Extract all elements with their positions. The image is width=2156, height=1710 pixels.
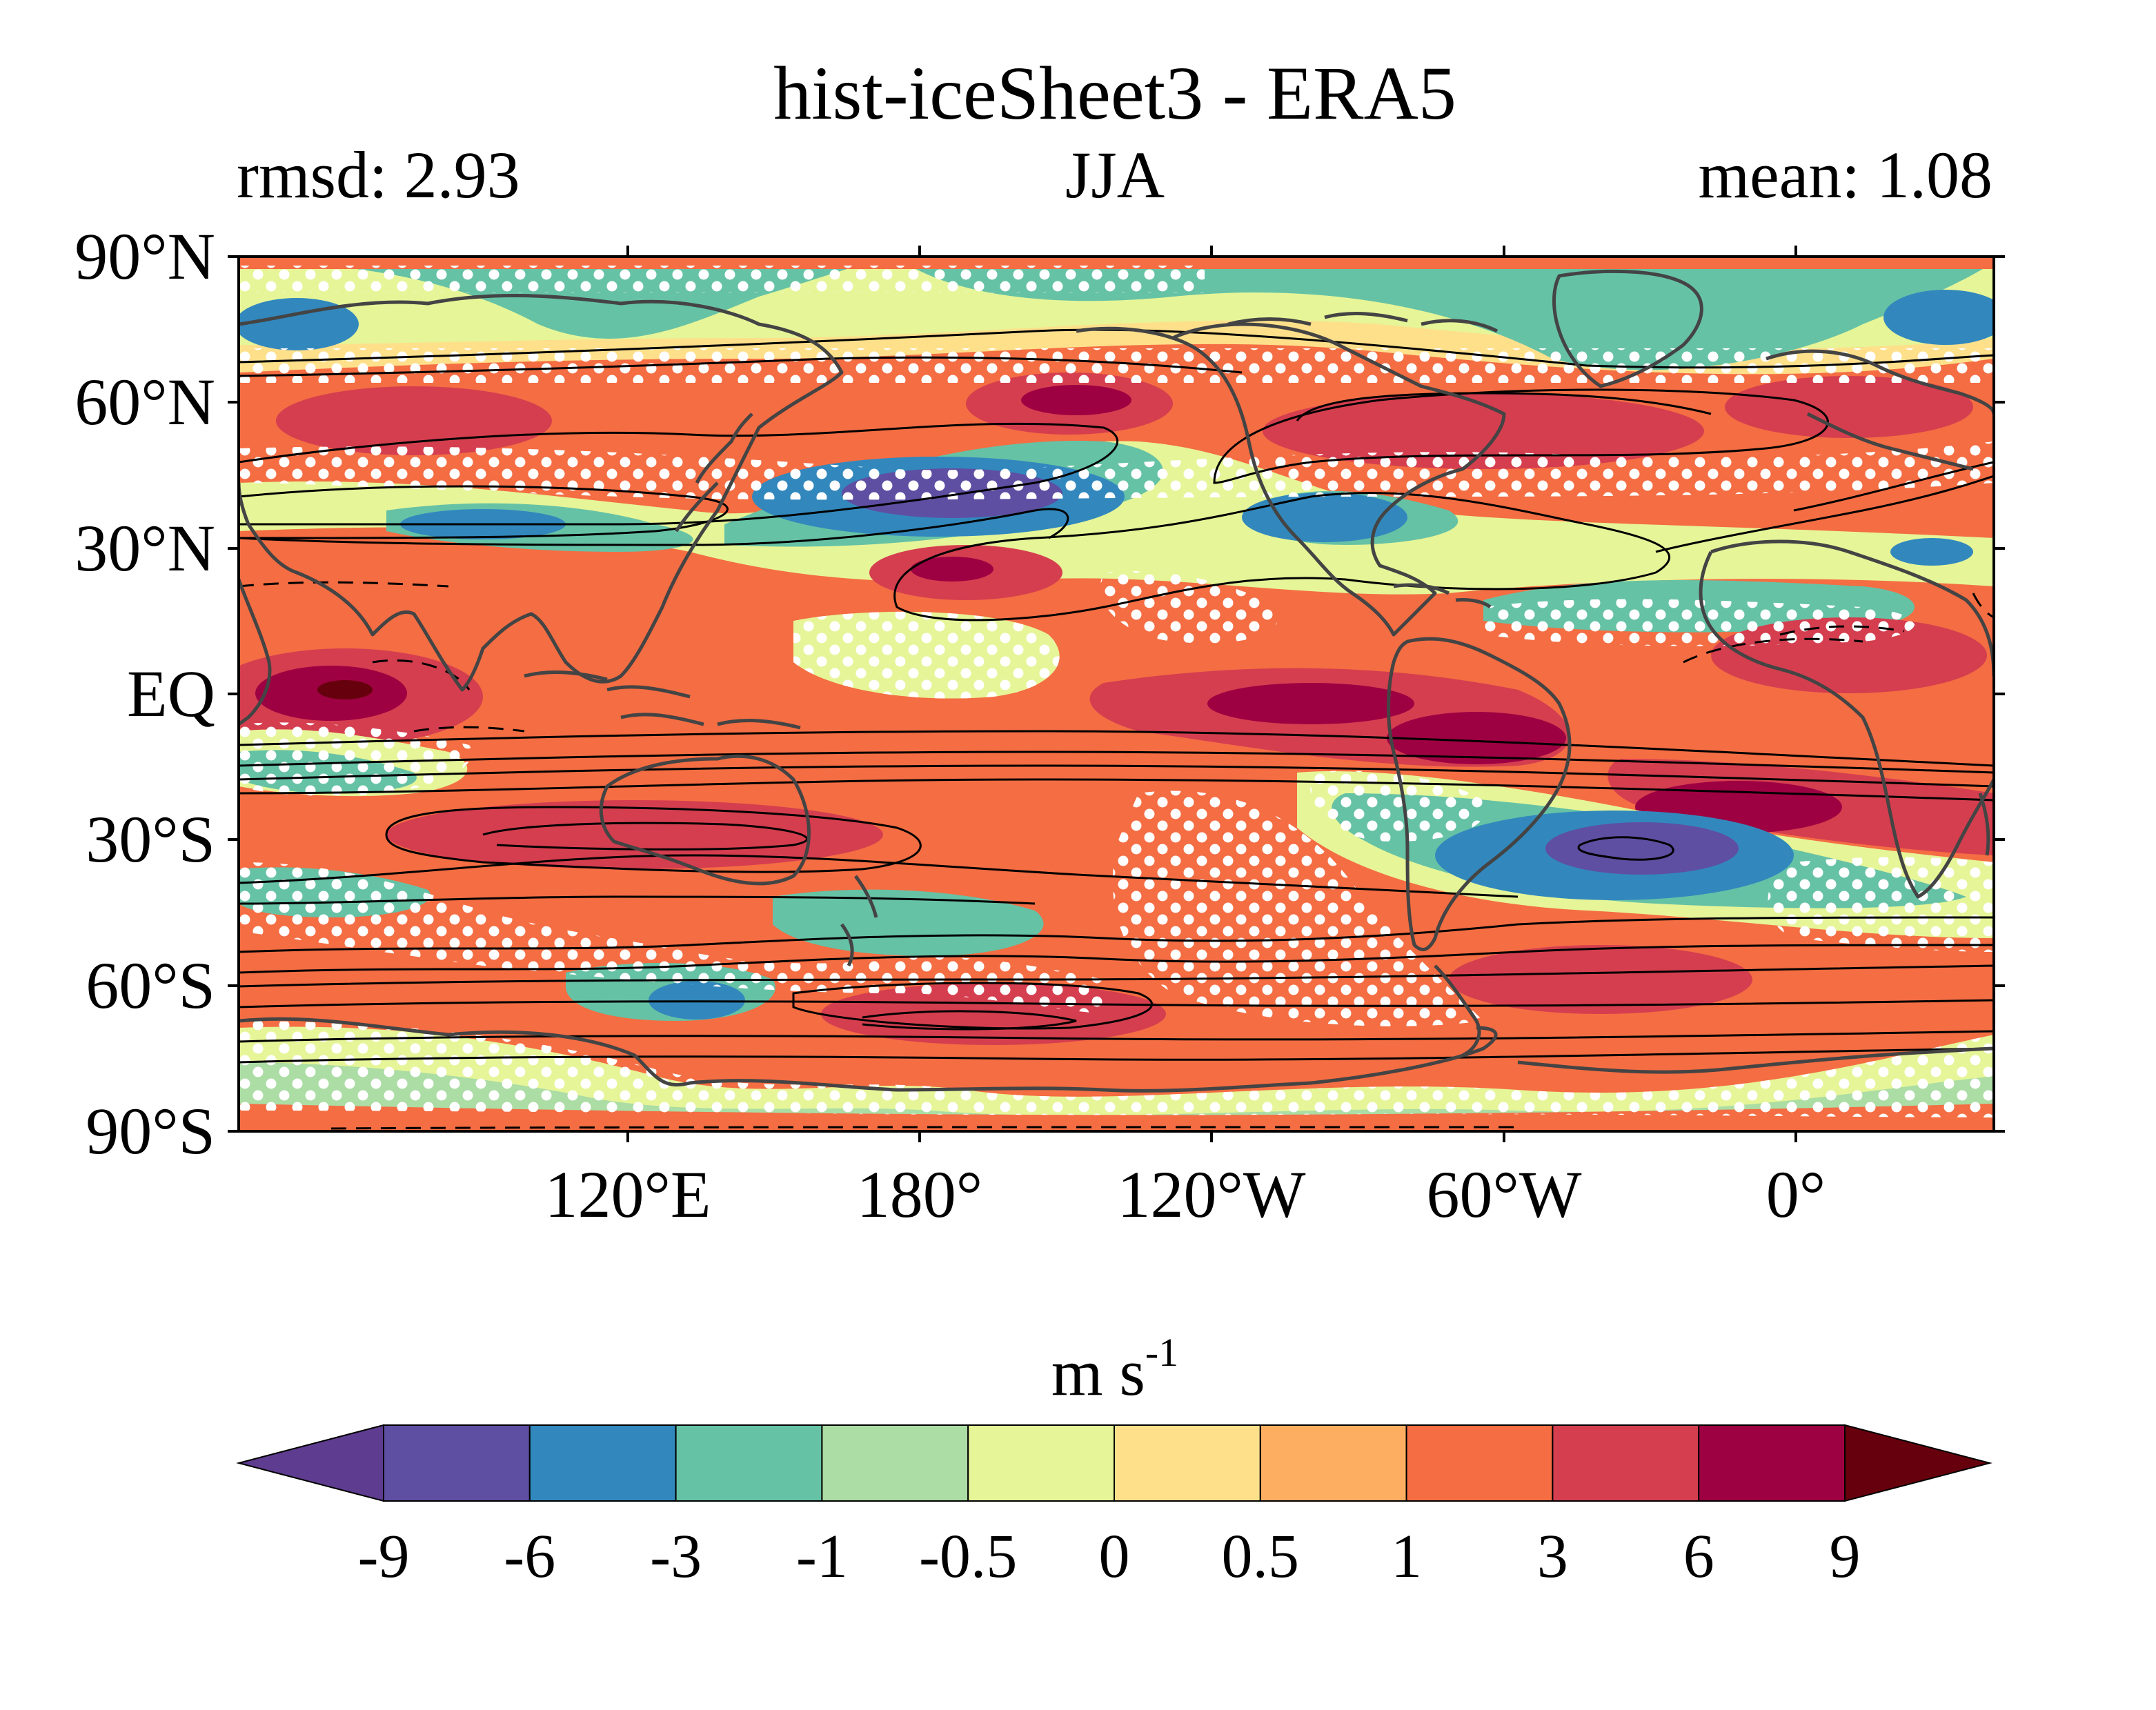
colorbar-tick-label: -6 — [504, 1522, 555, 1591]
colorbar-segment — [1260, 1425, 1407, 1501]
colorbar-tick-label: 0.5 — [1222, 1522, 1300, 1591]
lat-label-eq: EQ — [127, 657, 215, 730]
colorbar-tick-label: -3 — [650, 1522, 702, 1591]
colorbar-tick-labels: -9 -6 -3 -1 -0.5 0 0.5 1 3 6 9 — [358, 1522, 1861, 1591]
lon-label-180: 180° — [857, 1157, 982, 1231]
field-nh-red-4 — [1725, 376, 1973, 438]
rmsd-label: rmsd: 2.93 — [237, 138, 520, 212]
lat-label-30s: 30°S — [86, 802, 215, 876]
colorbar-unit-exp: -1 — [1145, 1330, 1178, 1375]
plot-title: hist-iceSheet3 - ERA5 — [773, 51, 1456, 135]
colorbar-tick-label: 3 — [1537, 1522, 1568, 1591]
map-panel — [207, 257, 2008, 1131]
lat-labels: 90°N 60°N 30°N EQ 30°S 60°S 90°S — [75, 219, 215, 1168]
lat-label-90n: 90°N — [75, 219, 215, 293]
colorbar-segment — [1552, 1425, 1699, 1501]
colorbar-extend-high — [1845, 1425, 1990, 1501]
field-st-darkred — [911, 557, 993, 581]
field-arctic-blue-e — [1883, 290, 2008, 345]
colorbar-extend-low — [239, 1425, 384, 1501]
colorbar-segment — [1699, 1425, 1845, 1501]
lon-labels: 120°E 180° 120°W 60°W 0° — [544, 1157, 1826, 1231]
field-eq-darkred-c2 — [1207, 683, 1414, 724]
field-nh-blue-3 — [1890, 538, 1973, 566]
colorbar-tick-label: 9 — [1830, 1522, 1861, 1591]
lon-label-0: 0° — [1766, 1157, 1826, 1231]
colorbar-unit-base: m s — [1051, 1335, 1145, 1409]
colorbar-segment — [1114, 1425, 1260, 1501]
lat-label-60n: 60°N — [75, 365, 215, 439]
colorbar-tick-label: -1 — [796, 1522, 848, 1591]
colorbar-tick-label: 1 — [1391, 1522, 1422, 1591]
colorbar-tick-label: 6 — [1683, 1522, 1714, 1591]
colorbar-segment — [530, 1425, 676, 1501]
season-label: JJA — [1065, 138, 1165, 212]
field-nh-darkred — [1021, 385, 1131, 415]
lon-label-120e: 120°E — [544, 1157, 711, 1231]
colorbar-unit: m s-1 — [1051, 1330, 1178, 1409]
lon-label-120w: 120°W — [1118, 1157, 1306, 1231]
colorbar-segment — [822, 1425, 968, 1501]
field-sa-purple — [1545, 822, 1739, 875]
colorbar — [239, 1425, 1990, 1501]
colorbar-tick-label: -0.5 — [919, 1522, 1017, 1591]
mean-label: mean: 1.08 — [1698, 138, 1992, 212]
lat-label-90s: 90°S — [86, 1094, 215, 1168]
colorbar-tick-label: 0 — [1099, 1522, 1130, 1591]
field-eq-darkest — [317, 680, 373, 699]
colorbar-segment — [384, 1425, 530, 1501]
field-nh-red-1 — [276, 386, 552, 455]
colorbar-segment — [968, 1425, 1114, 1501]
lat-label-60s: 60°S — [86, 948, 215, 1022]
lon-label-60w: 60°W — [1427, 1157, 1582, 1231]
colorbar-segment — [676, 1425, 822, 1501]
lat-label-30n: 30°N — [75, 511, 215, 585]
colorbar-tick-label: -9 — [358, 1522, 410, 1591]
colorbar-segment — [1407, 1425, 1553, 1501]
